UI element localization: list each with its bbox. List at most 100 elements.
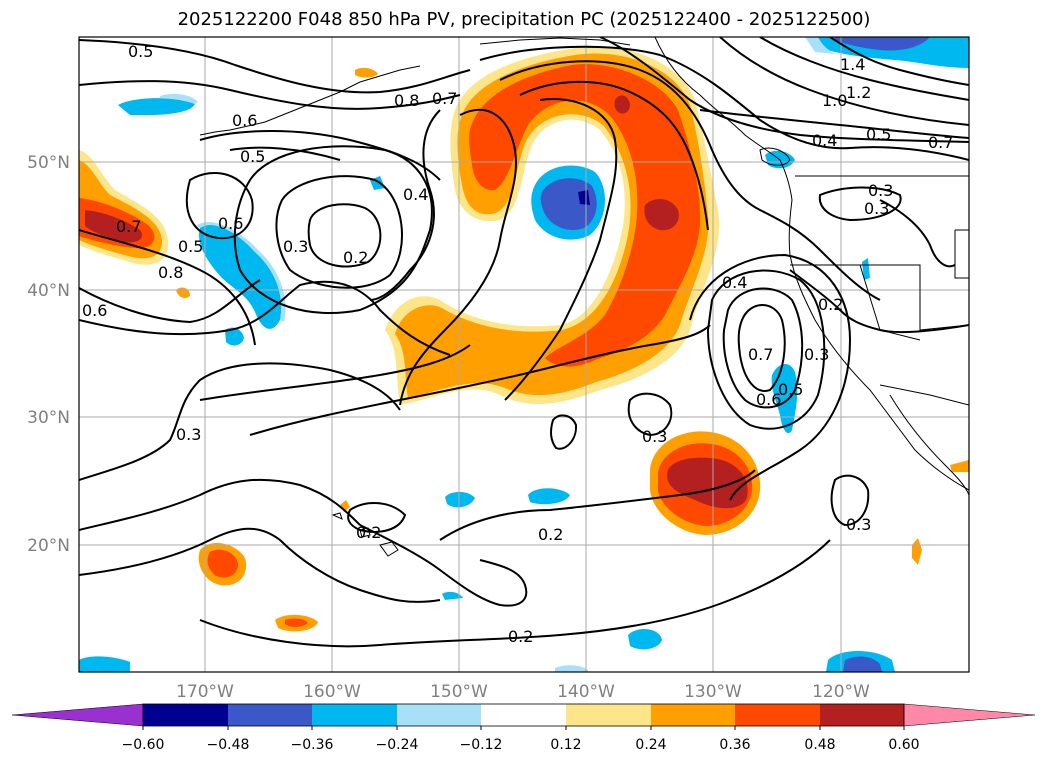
lon-label-160w: 160°W [303, 682, 361, 702]
colorbar-tick-label: 0.24 [635, 737, 666, 753]
precip-neg-coast [771, 364, 798, 434]
precip-positive-core-1 [644, 198, 679, 231]
colorbar-tick-label: 0.12 [550, 737, 581, 753]
precip-small-5 [950, 460, 969, 472]
border-states-1 [790, 264, 969, 331]
map-panel: 0.5 0.8 0.7 0.6 0.5 0.4 0.3 0.2 0.6 0.7 … [79, 37, 969, 672]
precip-neg-west [199, 225, 282, 329]
contour-label: 0.5 [866, 125, 891, 144]
colorbar-bin [651, 704, 735, 726]
contour-north-2 [79, 80, 461, 110]
contour-label: 0.3 [868, 181, 893, 200]
gridlines [79, 37, 969, 672]
contour-north-4 [229, 146, 341, 161]
colorbar-bin [397, 704, 481, 726]
contour-label: 0.8 [158, 263, 183, 282]
contour-north-3 [199, 130, 441, 181]
precip-west-core [85, 210, 143, 243]
contour-0.5-main [499, 60, 881, 301]
precip-positive-band-red [469, 64, 701, 367]
contour-label: 0.2 [343, 248, 368, 267]
contour-0.2-lower [199, 539, 831, 648]
contour-0.3-south [79, 478, 361, 531]
precip-neg-ne-light [805, 37, 835, 54]
colorbar-frame [142, 703, 905, 727]
precip-neg-south-2 [445, 491, 475, 508]
colorbar-tick-label: 0.60 [888, 737, 919, 753]
contour-0.2-south [79, 527, 441, 603]
precip-neg-south-3 [628, 628, 662, 650]
contour-0.6-arc [79, 279, 261, 324]
contour-label: 0.3 [642, 427, 667, 446]
contour-label: 0.5 [778, 380, 803, 399]
precip-blob-south-core [667, 457, 748, 509]
contour-label: 0.6 [218, 214, 243, 233]
colorbar-tick-label: 0.36 [719, 737, 750, 753]
colorbar: −0.60 −0.48 −0.36 −0.24 −0.12 0.12 0.24 … [11, 703, 1036, 753]
contour-center-band-3 [369, 109, 441, 301]
contour-low-ring-1 [737, 304, 786, 392]
border-states-3 [954, 229, 969, 279]
contour-1.0-north [719, 37, 969, 126]
precip-positive-core-2 [614, 95, 630, 114]
contour-0.2-coast [789, 269, 969, 334]
contour-label: 0.2 [508, 627, 533, 646]
contour-label: 0.5 [128, 42, 153, 61]
contour-0.7-north [599, 37, 969, 143]
contour-label: 1.0 [822, 91, 847, 110]
contour-0.3-center-loop [359, 524, 528, 607]
contour-label: 0.7 [748, 345, 773, 364]
precip-neg-ne-inner [835, 37, 930, 51]
island-hawaii-1 [379, 541, 399, 557]
contour-0.6-main [519, 80, 709, 231]
precip-neg-north-left [118, 98, 195, 116]
lon-label-120w: 120°W [812, 682, 870, 702]
map-frame [78, 36, 970, 673]
precip-neg-small-3 [862, 258, 870, 280]
contour-center-long [249, 324, 711, 436]
contour-center-long-2 [199, 344, 471, 401]
precip-small-1-red [207, 549, 238, 578]
precip-neg-small-1 [225, 327, 244, 346]
colorbar-under-triangle [11, 703, 144, 727]
lon-label-130w: 130°W [684, 682, 742, 702]
colorbar-tick-label: −0.36 [291, 737, 334, 753]
colorbar-tick-label: −0.48 [207, 737, 250, 753]
contour-label: 0.5 [240, 147, 265, 166]
contour-label: 0.4 [722, 273, 747, 292]
latitude-labels: 50°N 40°N 30°N 20°N [27, 153, 70, 556]
contour-label: 0.7 [116, 217, 141, 236]
precip-neg-south-6 [555, 665, 588, 672]
figure-title: 2025122200 F048 850 hPa PV, precipitatio… [178, 9, 871, 30]
contour-0.3-center-small [550, 414, 578, 450]
longitude-labels: 170°W 160°W 150°W 140°W 130°W 120°W [176, 682, 870, 702]
lon-label-150w: 150°W [430, 682, 488, 702]
contour-label: 0.3 [804, 345, 829, 364]
colorbar-bin [481, 704, 566, 726]
contour-0.3-ne [818, 186, 902, 222]
contour-label: 0.2 [818, 295, 843, 314]
precip-neg-north-core [578, 190, 590, 205]
colorbar-tick-labels: −0.60 −0.48 −0.36 −0.24 −0.12 0.12 0.24 … [122, 737, 920, 753]
colorbar-bin [312, 704, 397, 726]
contour-label: 0.2 [538, 525, 563, 544]
contour-0.4-main [479, 45, 969, 161]
precip-small-3 [355, 67, 378, 78]
contour-label: 0.3 [176, 425, 201, 444]
contour-0.2-hawaii [347, 502, 407, 533]
contour-0.2-low [307, 203, 382, 268]
contour-1.4-north [829, 37, 969, 86]
pv-contours [79, 37, 969, 648]
contour-low-ring-4 [689, 253, 852, 501]
contour-0.5-ne [699, 109, 969, 139]
contour-label: 0.4 [403, 185, 428, 204]
island-hawaii-3 [331, 512, 343, 520]
island-vancouver [759, 147, 791, 166]
colorbar-bin [143, 704, 228, 726]
contour-low-ring-3 [706, 269, 826, 430]
contour-label: 0.4 [812, 131, 837, 150]
contour-label: 0.3 [864, 199, 889, 218]
contour-0.3-southeast [830, 474, 870, 527]
coastline-aleutians [199, 65, 421, 136]
contour-label: 0.7 [432, 89, 457, 108]
